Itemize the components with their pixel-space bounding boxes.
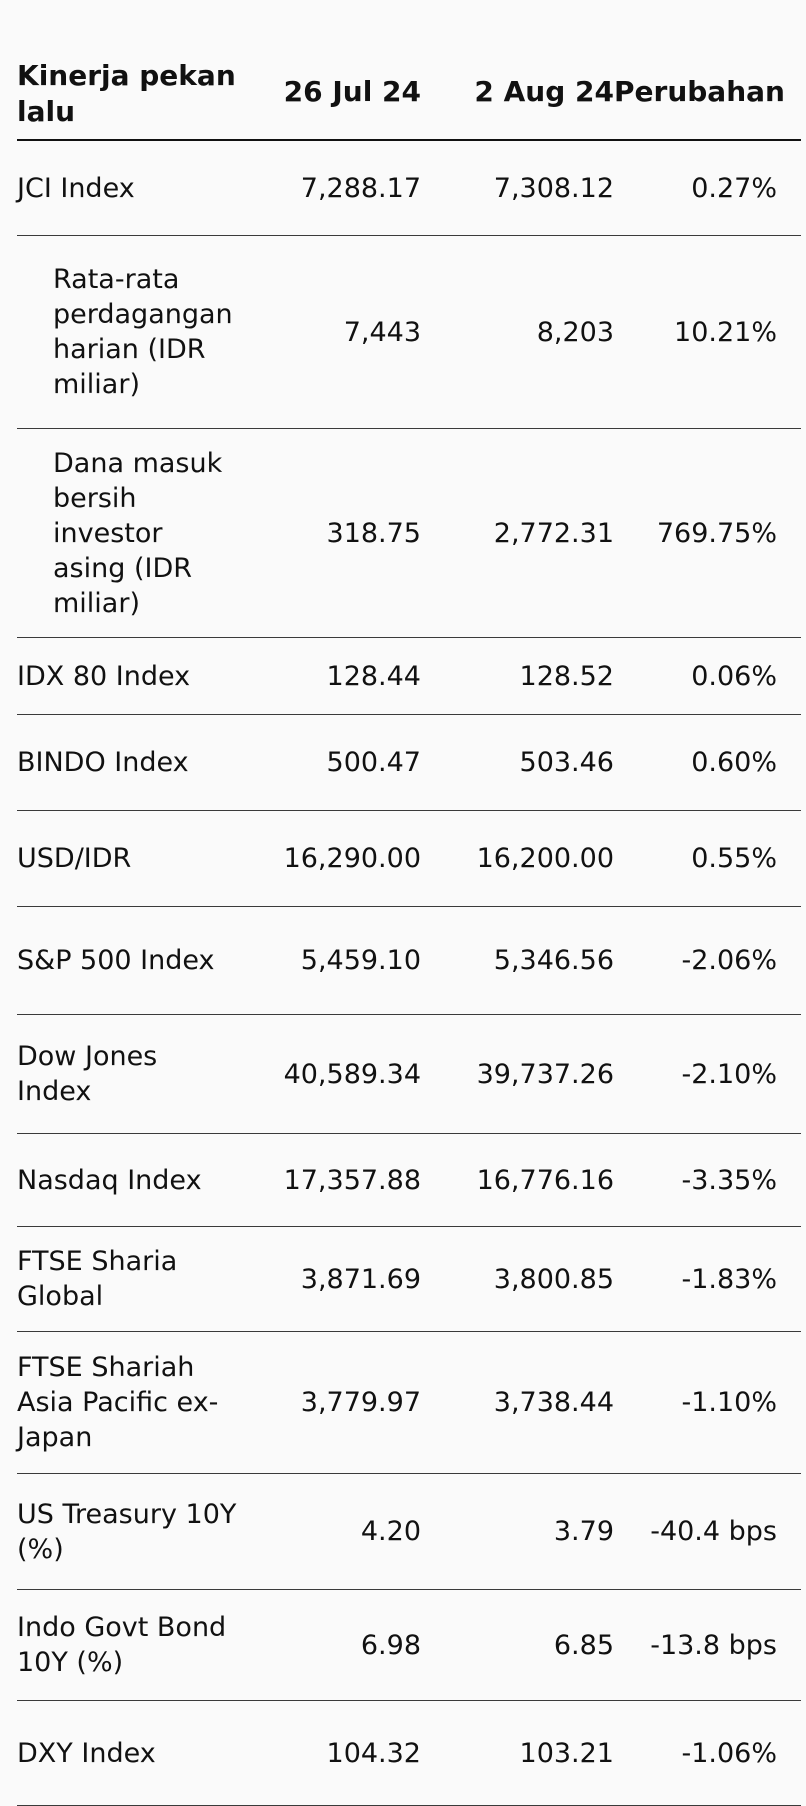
value-change: 10.21% — [614, 235, 801, 429]
value-date-2: 3,800.85 — [421, 1226, 614, 1332]
row-label: IDX 80 Index — [17, 637, 237, 715]
table-header: Kinerja pekan lalu 26 Jul 24 2 Aug 24 Pe… — [17, 0, 801, 141]
table-row: FTSE Shariah Asia Pacific ex-Japan 3,779… — [17, 1331, 801, 1474]
row-label: JCI Index — [17, 140, 237, 236]
table-row: Nasdaq Index 17,357.88 16,776.16 -3.35% — [17, 1133, 801, 1227]
value-date-2: 6.85 — [421, 1589, 614, 1701]
value-date-2: 503.46 — [421, 714, 614, 811]
value-change: 0.60% — [614, 714, 801, 811]
header-change: Perubahan — [614, 0, 801, 141]
table-row: JCI Index 7,288.17 7,308.12 0.27% — [17, 140, 801, 236]
value-date-1: 4.20 — [237, 1473, 421, 1590]
row-label: FTSE Shariah Asia Pacific ex-Japan — [17, 1331, 237, 1474]
value-date-2: 3.79 — [421, 1473, 614, 1590]
value-change: -2.10% — [614, 1014, 801, 1134]
value-change: 0.55% — [614, 810, 801, 907]
header-label: Kinerja pekan lalu — [17, 0, 237, 141]
row-label: Nasdaq Index — [17, 1133, 237, 1227]
value-date-1: 3,871.69 — [237, 1226, 421, 1332]
value-change: 0.06% — [614, 637, 801, 715]
value-date-1: 104.32 — [237, 1700, 421, 1806]
value-change: -1.10% — [614, 1331, 801, 1474]
row-label: S&P 500 Index — [17, 906, 237, 1015]
table-row: DXY Index 104.32 103.21 -1.06% — [17, 1700, 801, 1806]
row-label: BINDO Index — [17, 714, 237, 811]
header-date-1: 26 Jul 24 — [237, 0, 421, 141]
table-row: S&P 500 Index 5,459.10 5,346.56 -2.06% — [17, 906, 801, 1015]
value-change: 769.75% — [614, 428, 801, 638]
value-date-1: 3,779.97 — [237, 1331, 421, 1474]
value-change: -1.83% — [614, 1226, 801, 1332]
table-row: USD/IDR 16,290.00 16,200.00 0.55% — [17, 810, 801, 907]
table-row: Rata-rata perdagangan harian (IDR miliar… — [17, 235, 801, 429]
value-date-1: 16,290.00 — [237, 810, 421, 907]
table-row: US Treasury 10Y (%) 4.20 3.79 -40.4 bps — [17, 1473, 801, 1590]
table-row: FTSE Sharia Global 3,871.69 3,800.85 -1.… — [17, 1226, 801, 1332]
value-date-1: 5,459.10 — [237, 906, 421, 1015]
value-change: -2.06% — [614, 906, 801, 1015]
table-row: Indo Govt Bond 10Y (%) 6.98 6.85 -13.8 b… — [17, 1589, 801, 1701]
value-date-2: 2,772.31 — [421, 428, 614, 638]
value-date-2: 8,203 — [421, 235, 614, 429]
value-date-1: 6.98 — [237, 1589, 421, 1701]
weekly-performance-table: Kinerja pekan lalu 26 Jul 24 2 Aug 24 Pe… — [17, 0, 801, 1806]
value-date-1: 318.75 — [237, 428, 421, 638]
value-date-2: 103.21 — [421, 1700, 614, 1806]
row-label: DXY Index — [17, 1700, 237, 1806]
table-row: IDX 80 Index 128.44 128.52 0.06% — [17, 637, 801, 715]
value-date-1: 500.47 — [237, 714, 421, 811]
value-date-1: 128.44 — [237, 637, 421, 715]
value-date-2: 5,346.56 — [421, 906, 614, 1015]
table-body: JCI Index 7,288.17 7,308.12 0.27% Rata-r… — [17, 140, 801, 1806]
value-date-1: 7,443 — [237, 235, 421, 429]
table-row: BINDO Index 500.47 503.46 0.60% — [17, 714, 801, 811]
table-row: Dana masuk bersih investor asing (IDR mi… — [17, 428, 801, 638]
row-label: USD/IDR — [17, 810, 237, 907]
value-change: -13.8 bps — [614, 1589, 801, 1701]
row-label: FTSE Sharia Global — [17, 1226, 237, 1332]
row-label: US Treasury 10Y (%) — [17, 1473, 237, 1590]
table-row: Dow Jones Index 40,589.34 39,737.26 -2.1… — [17, 1014, 801, 1134]
header-row: Kinerja pekan lalu 26 Jul 24 2 Aug 24 Pe… — [17, 0, 801, 141]
value-date-2: 39,737.26 — [421, 1014, 614, 1134]
value-date-2: 7,308.12 — [421, 140, 614, 236]
performance-table-container: Kinerja pekan lalu 26 Jul 24 2 Aug 24 Pe… — [17, 0, 801, 1806]
value-date-2: 16,776.16 — [421, 1133, 614, 1227]
value-change: 0.27% — [614, 140, 801, 236]
value-change: -3.35% — [614, 1133, 801, 1227]
value-date-1: 40,589.34 — [237, 1014, 421, 1134]
value-date-2: 16,200.00 — [421, 810, 614, 907]
value-date-2: 128.52 — [421, 637, 614, 715]
header-date-2: 2 Aug 24 — [421, 0, 614, 141]
value-date-2: 3,738.44 — [421, 1331, 614, 1474]
value-date-1: 17,357.88 — [237, 1133, 421, 1227]
value-date-1: 7,288.17 — [237, 140, 421, 236]
row-label: Dow Jones Index — [17, 1014, 237, 1134]
value-change: -40.4 bps — [614, 1473, 801, 1590]
row-label: Dana masuk bersih investor asing (IDR mi… — [17, 428, 237, 638]
row-label: Indo Govt Bond 10Y (%) — [17, 1589, 237, 1701]
row-label: Rata-rata perdagangan harian (IDR miliar… — [17, 235, 237, 429]
value-change: -1.06% — [614, 1700, 801, 1806]
